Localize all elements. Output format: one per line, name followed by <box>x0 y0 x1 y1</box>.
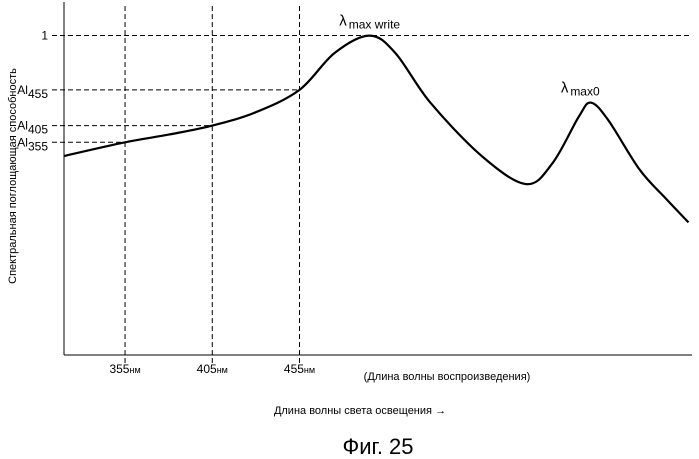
peak-annotation-subscript: max0 <box>570 85 600 99</box>
x-tick-value: 405 <box>197 362 217 376</box>
x-axis-label-text: Длина волны света освещения <box>274 405 432 417</box>
x-tick-unit: нм <box>304 365 315 375</box>
x-tick-value: 355 <box>109 362 129 376</box>
lambda-symbol: λ <box>339 13 347 30</box>
y-tick-text: Al <box>17 135 28 149</box>
lambda-symbol: λ <box>561 80 569 97</box>
y-axis-label: Спектральная поглощающая способность <box>7 68 19 284</box>
x-tick-unit: нм <box>129 365 140 375</box>
y-tick-subscript: 355 <box>28 139 48 153</box>
x-tick-label-455: 455нм <box>284 362 315 376</box>
x-axis-arrow-icon: → <box>435 405 446 417</box>
y-tick-text: 1 <box>41 29 48 43</box>
peak-annotation-1: λ max0 <box>561 80 600 99</box>
peak-annotation-0: λ max write <box>339 13 400 32</box>
x-tick-unit: нм <box>217 365 228 375</box>
peak-annotation-subscript: max write <box>349 18 401 32</box>
x-secondary-label: (Длина волны воспроизведения) <box>364 371 531 383</box>
x-tick-label-355: 355нм <box>109 362 140 376</box>
y-tick-label-2: Al405 <box>17 119 48 137</box>
x-tick-value: 455 <box>284 362 304 376</box>
x-axis-label: Длина волны света освещения → <box>274 405 446 417</box>
absorbance-curve <box>63 34 690 224</box>
y-tick-text: Al <box>17 119 28 133</box>
y-tick-label-1: Al455 <box>17 83 48 101</box>
x-tick-label-405: 405нм <box>197 362 228 376</box>
y-tick-subscript: 455 <box>28 87 48 101</box>
y-tick-label-0: 1 <box>41 29 48 43</box>
figure-caption: Фиг. 25 <box>342 434 413 459</box>
y-tick-text: Al <box>17 83 28 97</box>
y-tick-label-3: Al355 <box>17 135 48 153</box>
y-tick-subscript: 405 <box>28 123 48 137</box>
